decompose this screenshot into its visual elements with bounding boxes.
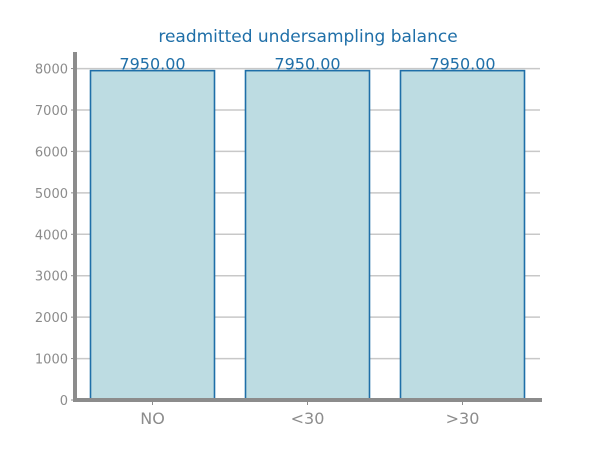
chart-title: readmitted undersampling balance <box>158 27 457 47</box>
x-tick-label: NO <box>140 409 165 428</box>
y-tick-label: 7000 <box>35 104 68 119</box>
data-label: 7950.00 <box>274 55 340 74</box>
data-label: 7950.00 <box>429 55 495 74</box>
bar-0 <box>89 69 216 401</box>
x-tick-label: >30 <box>446 409 480 428</box>
y-tick-label: 0 <box>60 394 68 409</box>
bars <box>89 69 526 401</box>
y-tick-label: 3000 <box>35 270 68 285</box>
y-tick-label: 8000 <box>35 63 68 78</box>
y-axis-ticks: 0 1000 2000 3000 4000 5000 6000 7000 8000 <box>35 63 75 409</box>
y-tick-label: 1000 <box>35 353 68 368</box>
y-tick-label: 4000 <box>35 228 68 243</box>
x-axis-ticks: NO <30 >30 <box>140 400 479 428</box>
data-label: 7950.00 <box>119 55 185 74</box>
y-tick-label: 5000 <box>35 187 68 202</box>
x-tick-label: <30 <box>291 409 325 428</box>
y-tick-label: 2000 <box>35 311 68 326</box>
bar-1 <box>244 69 371 401</box>
bar-2 <box>399 69 526 401</box>
data-labels: 7950.00 7950.00 7950.00 <box>119 55 495 74</box>
y-tick-label: 6000 <box>35 145 68 160</box>
